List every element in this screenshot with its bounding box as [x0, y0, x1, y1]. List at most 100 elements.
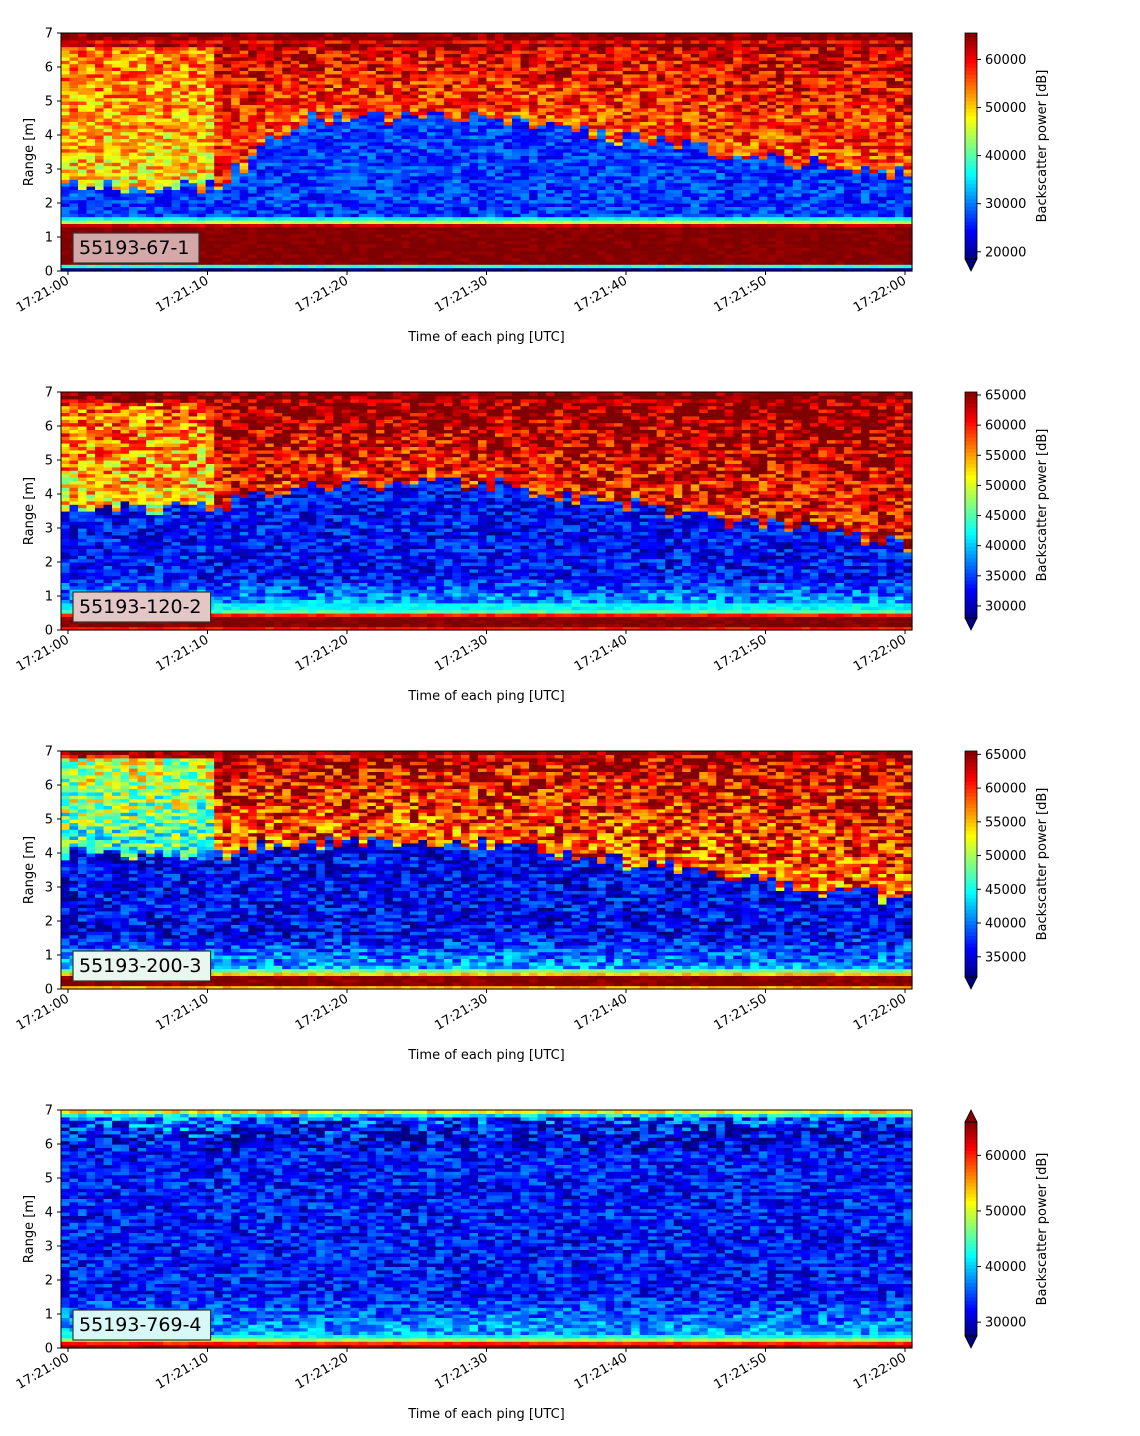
y-tick-label: 7: [45, 745, 53, 760]
colorbar-tick-label: 50000: [985, 479, 1026, 494]
x-axis-label: Time of each ping [UTC]: [407, 1048, 565, 1063]
y-tick-label: 3: [45, 1240, 53, 1255]
panel-label-text: 55193-769-4: [79, 1314, 202, 1336]
x-tick-label: 17:21:30: [432, 632, 490, 674]
x-tick-label: 17:21:40: [572, 632, 630, 674]
x-axis-label: Time of each ping [UTC]: [407, 330, 565, 345]
colorbar-tick-label: 65000: [985, 389, 1026, 404]
colorbar-tick-label: 40000: [985, 917, 1026, 932]
y-tick-label: 6: [45, 779, 53, 794]
y-tick-label: 5: [45, 95, 53, 110]
x-tick-label: 17:21:20: [293, 273, 351, 315]
colorbar-tick-label: 50000: [985, 1204, 1026, 1219]
y-tick-label: 1: [45, 949, 53, 964]
colorbar-tick-label: 50000: [985, 849, 1026, 864]
y-tick-label: 2: [45, 1274, 53, 1289]
panel-label-box: [72, 950, 212, 982]
colorbar-tick-label: 30000: [985, 1316, 1026, 1331]
y-tick-label: 2: [45, 556, 53, 571]
x-tick-label: 17:21:40: [572, 273, 630, 315]
heatmap-3: [61, 751, 913, 990]
heatmap-4: [61, 1110, 913, 1349]
colorbar-extend-min: [964, 1335, 978, 1349]
colorbar-tick-label: 45000: [985, 883, 1026, 898]
x-tick-label: 17:21:20: [293, 991, 351, 1033]
x-tick-label: 17:21:10: [153, 273, 211, 315]
x-tick-label: 17:22:00: [851, 273, 909, 315]
x-tick-label: 17:21:00: [14, 632, 72, 674]
y-tick-label: 3: [45, 881, 53, 896]
colorbar-tick-label: 45000: [985, 509, 1026, 524]
colorbar-frame: [964, 32, 978, 260]
y-tick-label: 1: [45, 590, 53, 605]
colorbar-label: Backscatter power [dB]: [1035, 429, 1050, 582]
y-tick-label: 6: [45, 1138, 53, 1153]
x-tick-label: 17:21:30: [432, 991, 490, 1033]
x-tick-label: 17:21:50: [711, 991, 769, 1033]
colorbar-tick-label: 60000: [985, 1149, 1026, 1164]
colorbar-tick-label: 35000: [985, 569, 1026, 584]
x-tick-label: 17:21:10: [153, 1350, 211, 1392]
heatmap-2: [61, 392, 913, 631]
panel-label-text: 55193-120-2: [79, 596, 202, 618]
heatmap-1: [61, 33, 913, 272]
colorbar-3: 35000 40000 45000 50000 55000 60000 65000 Backs…: [964, 748, 1050, 990]
panel-label-box: [72, 232, 200, 264]
y-axis-label: Range [m]: [22, 1195, 37, 1263]
y-tick-label: 1: [45, 231, 53, 246]
y-tick-label: 5: [45, 1172, 53, 1187]
colorbar-1: 20000 30000 40000 50000 60000 Backscatter pow…: [964, 32, 1050, 272]
x-tick-label: 17:22:00: [851, 991, 909, 1033]
x-tick-label: 17:21:50: [711, 1350, 769, 1392]
y-tick-label: 2: [45, 915, 53, 930]
colorbar-label: Backscatter power [dB]: [1035, 70, 1050, 223]
y-tick-label: 6: [45, 61, 53, 76]
y-tick-label: 4: [45, 129, 53, 144]
x-tick-label: 17:21:10: [153, 991, 211, 1033]
y-tick-label: 7: [45, 386, 53, 401]
colorbar-tick-label: 65000: [985, 748, 1026, 763]
y-tick-label: 3: [45, 163, 53, 178]
panel-label: 55193-769-4: [72, 1309, 212, 1341]
x-tick-label: 17:21:20: [293, 632, 351, 674]
colorbar-label: Backscatter power [dB]: [1035, 788, 1050, 941]
x-tick-label: 17:21:30: [432, 1350, 490, 1392]
colorbar-4: 30000 40000 50000 60000 Backscatter power [d…: [964, 1109, 1050, 1349]
colorbar-tick-label: 20000: [985, 245, 1026, 260]
x-tick-label: 17:22:00: [851, 632, 909, 674]
x-tick-label: 17:22:00: [851, 1350, 909, 1392]
colorbar-tick-label: 40000: [985, 1260, 1026, 1275]
panel-label: 55193-67-1: [72, 232, 200, 264]
colorbar-tick-label: 55000: [985, 815, 1026, 830]
y-tick-label: 5: [45, 454, 53, 469]
colorbar-tick-label: 60000: [985, 53, 1026, 68]
x-axis-label: Time of each ping [UTC]: [407, 1407, 565, 1422]
x-tick-label: 17:21:30: [432, 273, 490, 315]
x-tick-label: 17:21:00: [14, 273, 72, 315]
y-tick-label: 1: [45, 1308, 53, 1323]
panel-label: 55193-120-2: [72, 591, 212, 623]
y-axis-label: Range [m]: [22, 477, 37, 545]
x-tick-label: 17:21:20: [293, 1350, 351, 1392]
x-tick-label: 17:21:40: [572, 991, 630, 1033]
colorbar-frame: [964, 750, 978, 978]
y-tick-label: 4: [45, 1206, 53, 1221]
x-tick-label: 17:21:00: [14, 1350, 72, 1392]
panel-label: 55193-200-3: [72, 950, 212, 982]
panel-1: 0 1 2 3 4 5 6 7 17:21:00 17:21:10 17:21:20 17:21:30…: [14, 27, 1050, 346]
x-tick-label: 17:21:50: [711, 632, 769, 674]
panel-label-text: 55193-200-3: [79, 955, 202, 977]
y-axis-label: Range [m]: [22, 836, 37, 904]
colorbar-tick-label: 40000: [985, 149, 1026, 164]
colorbar-tick-label: 30000: [985, 599, 1026, 614]
colorbar-extend-min: [964, 976, 978, 990]
x-axis-label: Time of each ping [UTC]: [407, 689, 565, 704]
panel-3: 0 1 2 3 4 5 6 7 17:21:00 17:21:10 17:21:20 17:21:30…: [14, 745, 1050, 1064]
colorbar-tick-label: 55000: [985, 449, 1026, 464]
y-tick-label: 0: [45, 265, 53, 280]
y-tick-label: 7: [45, 1104, 53, 1119]
y-tick-label: 0: [45, 624, 53, 639]
colorbar-tick-label: 35000: [985, 950, 1026, 965]
y-tick-label: 6: [45, 420, 53, 435]
panel-label-box: [72, 591, 212, 623]
